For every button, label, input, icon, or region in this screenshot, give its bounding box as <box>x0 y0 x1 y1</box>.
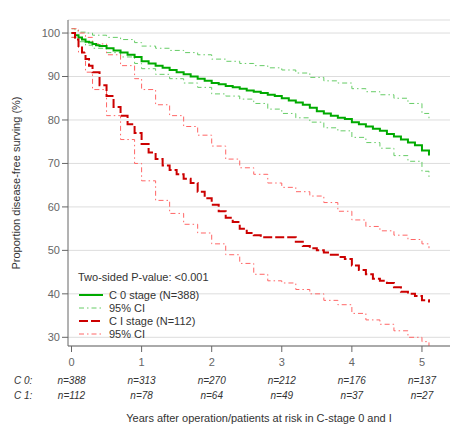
svg-text:Years after operation/patients: Years after operation/patients at risk i… <box>126 412 392 424</box>
svg-text:n=64: n=64 <box>200 390 223 401</box>
svg-text:n=313: n=313 <box>128 375 157 386</box>
svg-text:n=112: n=112 <box>58 390 86 401</box>
html-text:95% CI: 95% CI <box>109 301 146 314</box>
svg-text:C 1:: C 1: <box>14 390 33 401</box>
svg-text:n=212: n=212 <box>268 375 297 386</box>
svg-text:n=388: n=388 <box>57 375 86 386</box>
svg-text:n=176: n=176 <box>338 375 367 386</box>
svg-text:0: 0 <box>68 356 74 368</box>
html-text:Two-sided P-value: <0.001: Two-sided P-value: <0.001 <box>78 271 209 283</box>
svg-text:80: 80 <box>48 114 60 126</box>
svg-text:n=27: n=27 <box>411 390 434 401</box>
svg-text:30: 30 <box>48 331 60 343</box>
svg-text:n=37: n=37 <box>341 390 364 401</box>
svg-text:3: 3 <box>279 356 285 368</box>
svg-text:50: 50 <box>48 244 60 256</box>
svg-text:4: 4 <box>349 356 355 368</box>
html-text:95% CI: 95% CI <box>109 327 146 340</box>
svg-text:1: 1 <box>139 356 145 368</box>
svg-text:5: 5 <box>419 356 425 368</box>
svg-text:100: 100 <box>42 27 60 39</box>
svg-text:Proportion disease-free survin: Proportion disease-free surving (%) <box>10 96 22 269</box>
svg-text:n=78: n=78 <box>130 390 153 401</box>
svg-text:40: 40 <box>48 288 60 300</box>
svg-text:2: 2 <box>209 356 215 368</box>
svg-text:n=49: n=49 <box>271 390 294 401</box>
html-text:C I stage (N=112): C I stage (N=112) <box>109 314 196 327</box>
svg-text:n=270: n=270 <box>198 375 227 386</box>
svg-text:70: 70 <box>48 157 60 169</box>
svg-text:n=137: n=137 <box>408 375 437 386</box>
svg-text:60: 60 <box>48 201 60 213</box>
svg-text:90: 90 <box>48 70 60 82</box>
html-text:C 0 stage (N=388): C 0 stage (N=388) <box>109 288 200 301</box>
svg-text:C 0:: C 0: <box>14 375 33 386</box>
